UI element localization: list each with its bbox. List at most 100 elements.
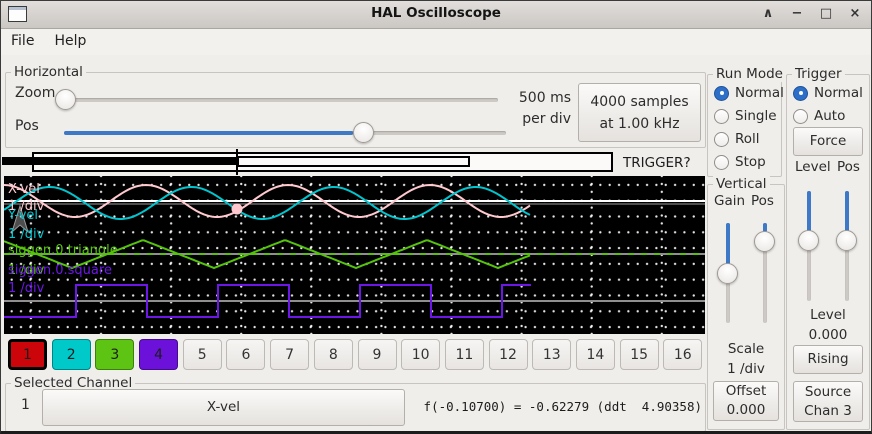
window-title: HAL Oscilloscope [371,5,501,21]
scale-caption: Scale [727,341,765,357]
scope-channel-4-scale: 1 /div [8,281,45,296]
trigger-mode-auto-option: Auto [793,107,863,125]
channel-button-2[interactable]: 2 [51,339,91,370]
run-mode-roll-radio[interactable] [714,131,729,147]
record-rate: at 1.00 kHz [599,115,680,132]
waveform-canvas [4,183,705,318]
trigger-mode-auto-label: Auto [814,108,846,124]
channel-button-8[interactable]: 8 [313,339,353,370]
trigger-level-value: 0.000 [808,327,848,343]
channel-button-10[interactable]: 10 [401,339,441,370]
run-mode-single-option: Single [714,107,784,125]
pos-label: Pos [15,118,39,134]
channel-button-5[interactable]: 5 [182,339,222,370]
run-mode-roll-label: Roll [735,131,760,147]
channel-name: X-vel [206,399,241,415]
run-mode-panel: Run Mode Normal Single Roll Stop [707,66,786,177]
time-per-div-value: 500 ms [518,90,571,106]
zoom-slider-track[interactable] [56,98,498,102]
trigger-edge-button[interactable]: Rising [793,345,863,374]
record-samples: 4000 samples [590,93,689,110]
run-mode-stop-radio[interactable] [714,154,729,170]
run-mode-single-radio[interactable] [714,108,729,124]
force-trigger-button[interactable]: Force [793,127,863,156]
channel-button-16[interactable]: 16 [663,339,703,370]
menubar: File Help [1,29,871,55]
channel-name-button[interactable]: X-vel [42,389,405,426]
gain-slider-handle[interactable] [717,263,738,284]
vertical-panel: Vertical Gain Pos Scale 1 /div Offset 0.… [707,176,785,430]
vertical-pos-slider-fill [763,223,767,232]
trigger-mode-auto-radio[interactable] [793,108,808,124]
time-per-div-units: per div [522,111,571,127]
channel-button-6[interactable]: 6 [226,339,266,370]
trigger-status-label: TRIGGER? [623,155,691,171]
trigger-level-slider-fill [807,191,811,234]
run-mode-single-label: Single [735,108,777,124]
zoom-label: Zoom [15,85,56,101]
trigger-source-label: Source [804,383,852,400]
channel-button-7[interactable]: 7 [270,339,310,370]
menu-help[interactable]: Help [54,33,87,49]
run-mode-roll-option: Roll [714,130,784,148]
gain-slider-fill [726,223,730,265]
offset-button[interactable]: Offset 0.000 [713,381,779,421]
scope-channel-1-name: X-vel [8,182,40,197]
channel-button-row: 1 2 3 4 5 6 7 8 9 10 11 12 13 14 15 16 [8,339,703,370]
trigger-point-marker [231,203,243,215]
scope-channel-3-scale: 1 /div [8,263,45,278]
trigger-mode-normal-radio[interactable] [793,85,808,101]
trigger-panel: Trigger Normal Auto Force Level Pos Level… [786,66,870,430]
trigger-frame-label: Trigger [792,66,845,82]
scope-channel-1-scale: 1 /div [8,199,45,214]
minimize-button[interactable]: − [791,6,803,21]
trigger-edge-label: Rising [807,351,849,367]
channel-button-12[interactable]: 12 [488,339,528,370]
trigger-level-slider-handle[interactable] [798,230,819,251]
channel-button-13[interactable]: 13 [532,339,572,370]
channel-button-15[interactable]: 15 [619,339,659,370]
display-window-bar [237,156,470,167]
pos-slider-handle[interactable] [353,122,374,143]
trigger-source-button[interactable]: Source Chan 3 [793,381,863,422]
close-button[interactable]: × [849,6,861,21]
record-settings-button[interactable]: 4000 samples at 1.00 kHz [578,83,701,142]
titlebar[interactable]: HAL Oscilloscope ∧ − □ × [0,0,872,29]
wave-siggen-0-square [4,284,531,318]
selected-channel-frame-label: Selected Channel [11,375,136,391]
mouse-cursor [11,204,29,234]
channel-button-9[interactable]: 9 [357,339,397,370]
window-icon[interactable] [8,6,27,22]
gain-label: Gain [714,193,746,209]
vertical-frame-label: Vertical [713,176,770,192]
trigger-pos-slider-label: Pos [837,159,860,175]
trigger-level-caption: Level [810,307,846,323]
time-per-div: 500 ms per div [506,88,571,130]
scope-display[interactable]: X-vel 1 /div Y-vel 1 /div siggen.0.triangle 1… [4,176,705,334]
offset-value: 0.000 [726,402,766,418]
run-mode-frame-label: Run Mode [713,66,786,82]
shade-button[interactable]: ∧ [762,6,774,21]
pre-trigger-bar [2,157,237,165]
vertical-pos-slider-handle[interactable] [754,231,775,252]
channel-button-4[interactable]: 4 [139,339,179,370]
channel-button-1[interactable]: 1 [8,339,47,370]
vertical-pos-slider-track[interactable] [763,223,767,323]
maximize-button[interactable]: □ [819,6,833,21]
trigger-source-value: Chan 3 [804,402,852,419]
trigger-position-marker [236,149,238,175]
zoom-slider-handle[interactable] [55,89,76,110]
scope-channel-2-scale: 1 /div [8,227,45,242]
wave-x-vel [4,183,531,218]
trigger-mode-normal-option: Normal [793,84,863,102]
channel-button-3[interactable]: 3 [95,339,135,370]
channel-button-11[interactable]: 11 [444,339,484,370]
run-mode-stop-option: Stop [714,153,784,171]
window-controls: ∧ − □ × [761,0,862,28]
run-mode-normal-radio[interactable] [714,85,729,101]
trigger-mode-normal-label: Normal [814,85,863,101]
wave-siggen-0-triangle [4,239,531,270]
channel-button-14[interactable]: 14 [575,339,615,370]
trigger-pos-slider-handle[interactable] [836,230,857,251]
menu-file[interactable]: File [11,33,35,49]
